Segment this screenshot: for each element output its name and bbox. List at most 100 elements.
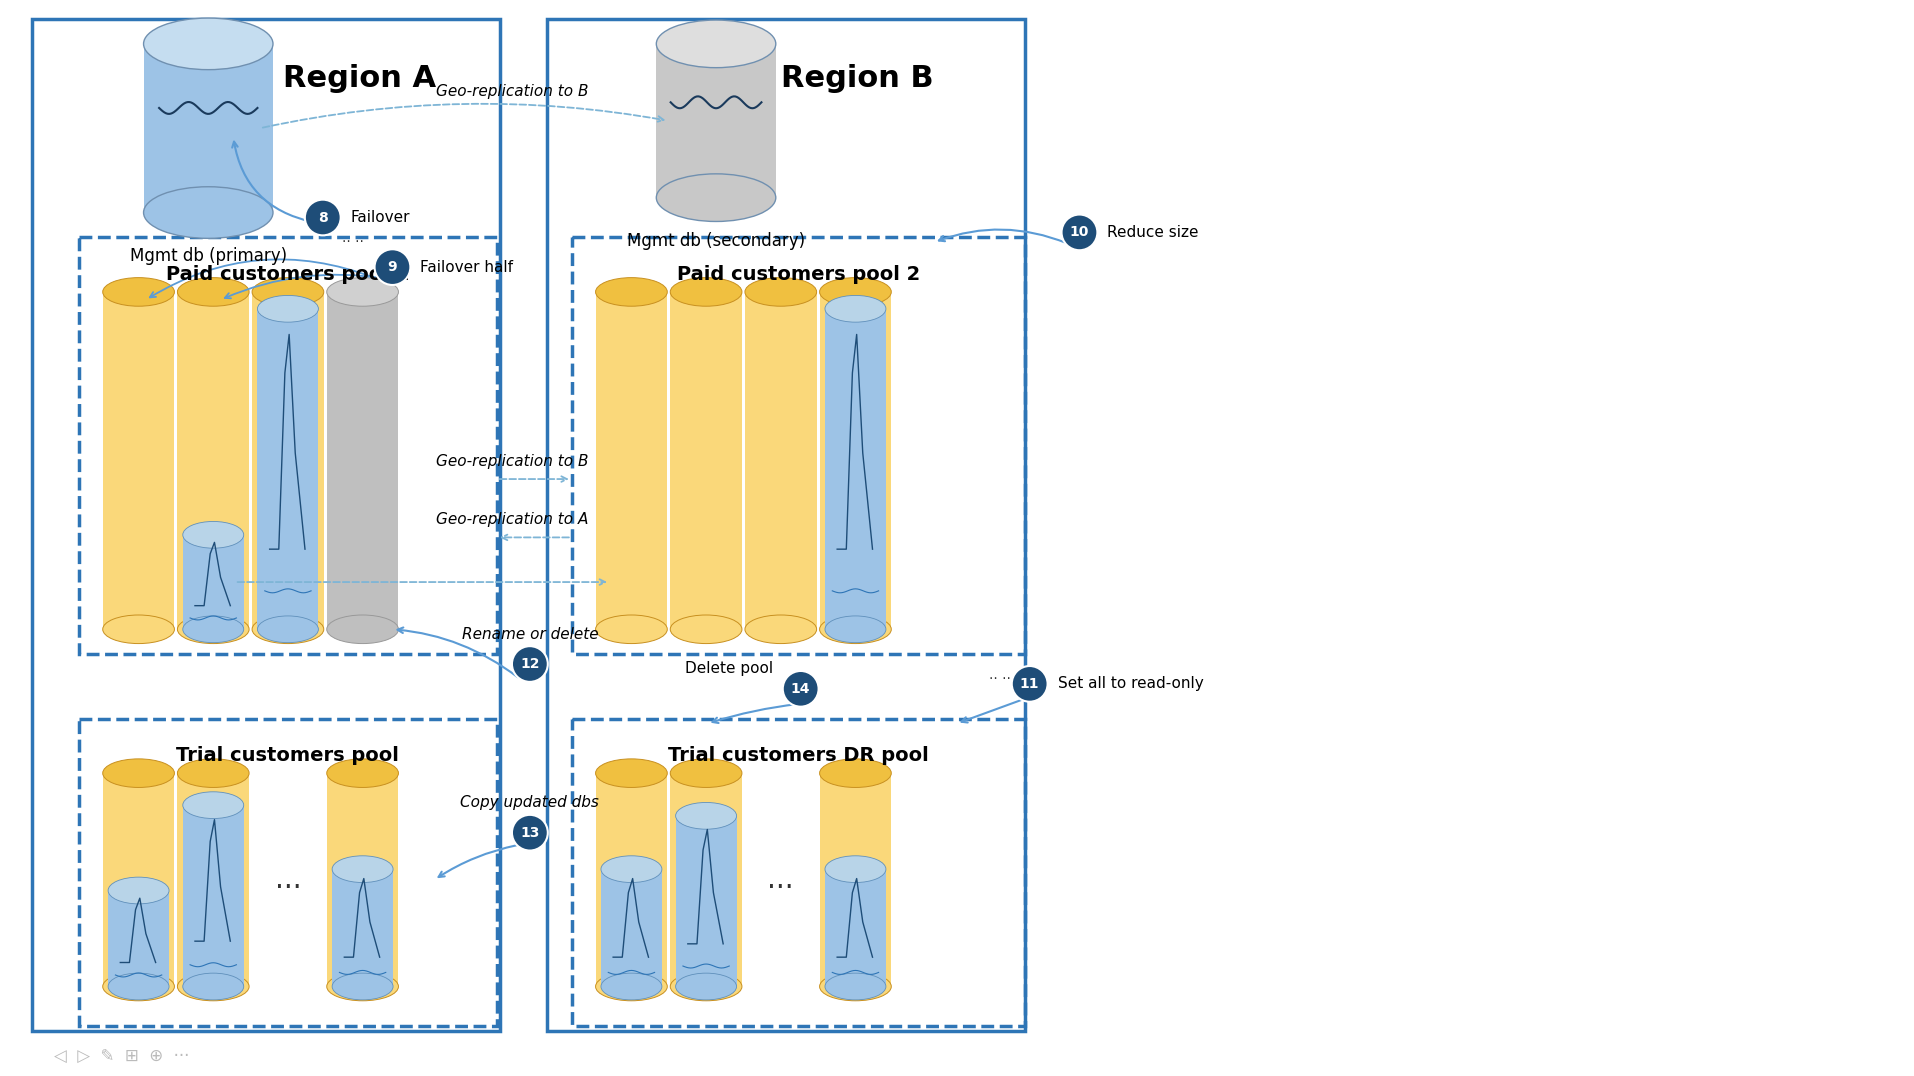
Ellipse shape	[819, 759, 890, 788]
Ellipse shape	[256, 615, 318, 642]
Polygon shape	[182, 805, 243, 987]
Ellipse shape	[182, 615, 243, 642]
Ellipse shape	[103, 278, 174, 307]
Ellipse shape	[253, 615, 323, 643]
Ellipse shape	[144, 18, 274, 70]
Text: 12: 12	[521, 657, 540, 671]
Text: ...: ...	[768, 866, 794, 894]
Text: Rename or delete: Rename or delete	[461, 626, 597, 641]
Ellipse shape	[825, 855, 886, 882]
Text: Region B: Region B	[781, 63, 934, 93]
Text: ...: ...	[274, 866, 300, 894]
Text: ◁  ▷  ✎  ⊞  ⊕  ···: ◁ ▷ ✎ ⊞ ⊕ ···	[54, 1047, 189, 1065]
Ellipse shape	[670, 278, 741, 307]
Polygon shape	[327, 292, 398, 629]
Ellipse shape	[676, 973, 737, 1000]
Ellipse shape	[107, 973, 168, 1000]
Ellipse shape	[178, 759, 249, 788]
Ellipse shape	[107, 877, 168, 904]
Polygon shape	[670, 292, 741, 629]
Text: Delete pool: Delete pool	[685, 662, 773, 677]
Ellipse shape	[327, 759, 398, 788]
Polygon shape	[670, 774, 741, 987]
Ellipse shape	[595, 278, 666, 307]
Circle shape	[511, 647, 547, 682]
Polygon shape	[547, 19, 1024, 1031]
Text: Trial customers pool: Trial customers pool	[176, 747, 400, 765]
Text: Trial customers DR pool: Trial customers DR pool	[668, 747, 928, 765]
Text: Set all to read-only: Set all to read-only	[1057, 677, 1202, 692]
Polygon shape	[819, 774, 890, 987]
Text: Geo-replication to B: Geo-replication to B	[436, 84, 588, 99]
Ellipse shape	[103, 759, 174, 788]
Ellipse shape	[144, 187, 274, 239]
Text: Mgmt db (primary): Mgmt db (primary)	[130, 247, 287, 266]
Ellipse shape	[601, 855, 662, 882]
Circle shape	[783, 671, 817, 707]
Circle shape	[1060, 214, 1097, 251]
Circle shape	[1011, 666, 1047, 702]
Ellipse shape	[253, 278, 323, 307]
Polygon shape	[107, 891, 168, 987]
Text: Paid customers pool 1: Paid customers pool 1	[167, 265, 410, 284]
Ellipse shape	[103, 973, 174, 1001]
Polygon shape	[103, 292, 174, 629]
Text: ·· ··: ·· ··	[988, 671, 1011, 685]
Circle shape	[375, 250, 410, 285]
Text: Reduce size: Reduce size	[1106, 225, 1198, 240]
Polygon shape	[745, 292, 815, 629]
Ellipse shape	[670, 615, 741, 643]
Circle shape	[511, 815, 547, 850]
Ellipse shape	[327, 973, 398, 1001]
Ellipse shape	[670, 973, 741, 1001]
Text: Failover: Failover	[350, 210, 410, 225]
Text: Geo-replication to B: Geo-replication to B	[436, 454, 588, 469]
Ellipse shape	[178, 278, 249, 307]
Text: 13: 13	[521, 825, 540, 839]
Ellipse shape	[819, 615, 890, 643]
Ellipse shape	[819, 973, 890, 1001]
Polygon shape	[144, 44, 274, 213]
Polygon shape	[178, 774, 249, 987]
Ellipse shape	[676, 803, 737, 830]
Text: 14: 14	[790, 682, 810, 696]
Circle shape	[304, 200, 341, 236]
Polygon shape	[676, 816, 737, 987]
Ellipse shape	[825, 296, 886, 322]
Polygon shape	[825, 869, 886, 987]
Text: 10: 10	[1070, 225, 1089, 239]
Polygon shape	[256, 309, 318, 629]
Ellipse shape	[331, 973, 392, 1000]
Polygon shape	[825, 309, 886, 629]
Polygon shape	[182, 535, 243, 629]
Polygon shape	[103, 774, 174, 987]
Polygon shape	[331, 869, 392, 987]
Polygon shape	[253, 292, 323, 629]
Polygon shape	[657, 44, 775, 198]
Text: Geo-replication to A: Geo-replication to A	[436, 512, 588, 527]
Ellipse shape	[595, 615, 666, 643]
Ellipse shape	[103, 615, 174, 643]
Text: Mgmt db (secondary): Mgmt db (secondary)	[626, 232, 804, 251]
Ellipse shape	[825, 973, 886, 1000]
Ellipse shape	[657, 174, 775, 222]
Ellipse shape	[595, 973, 666, 1001]
Ellipse shape	[256, 296, 318, 322]
Ellipse shape	[178, 615, 249, 643]
Polygon shape	[595, 292, 666, 629]
Text: 8: 8	[318, 211, 327, 225]
Text: 9: 9	[387, 260, 396, 274]
Ellipse shape	[825, 615, 886, 642]
Ellipse shape	[745, 615, 815, 643]
Polygon shape	[819, 292, 890, 629]
Ellipse shape	[182, 792, 243, 819]
Ellipse shape	[670, 759, 741, 788]
Ellipse shape	[331, 855, 392, 882]
Ellipse shape	[657, 20, 775, 68]
Polygon shape	[33, 19, 500, 1031]
Ellipse shape	[745, 278, 815, 307]
Ellipse shape	[327, 615, 398, 643]
Text: Failover half: Failover half	[421, 259, 513, 274]
Text: Copy updated dbs: Copy updated dbs	[459, 795, 599, 810]
Text: Paid customers pool 2: Paid customers pool 2	[676, 265, 919, 284]
